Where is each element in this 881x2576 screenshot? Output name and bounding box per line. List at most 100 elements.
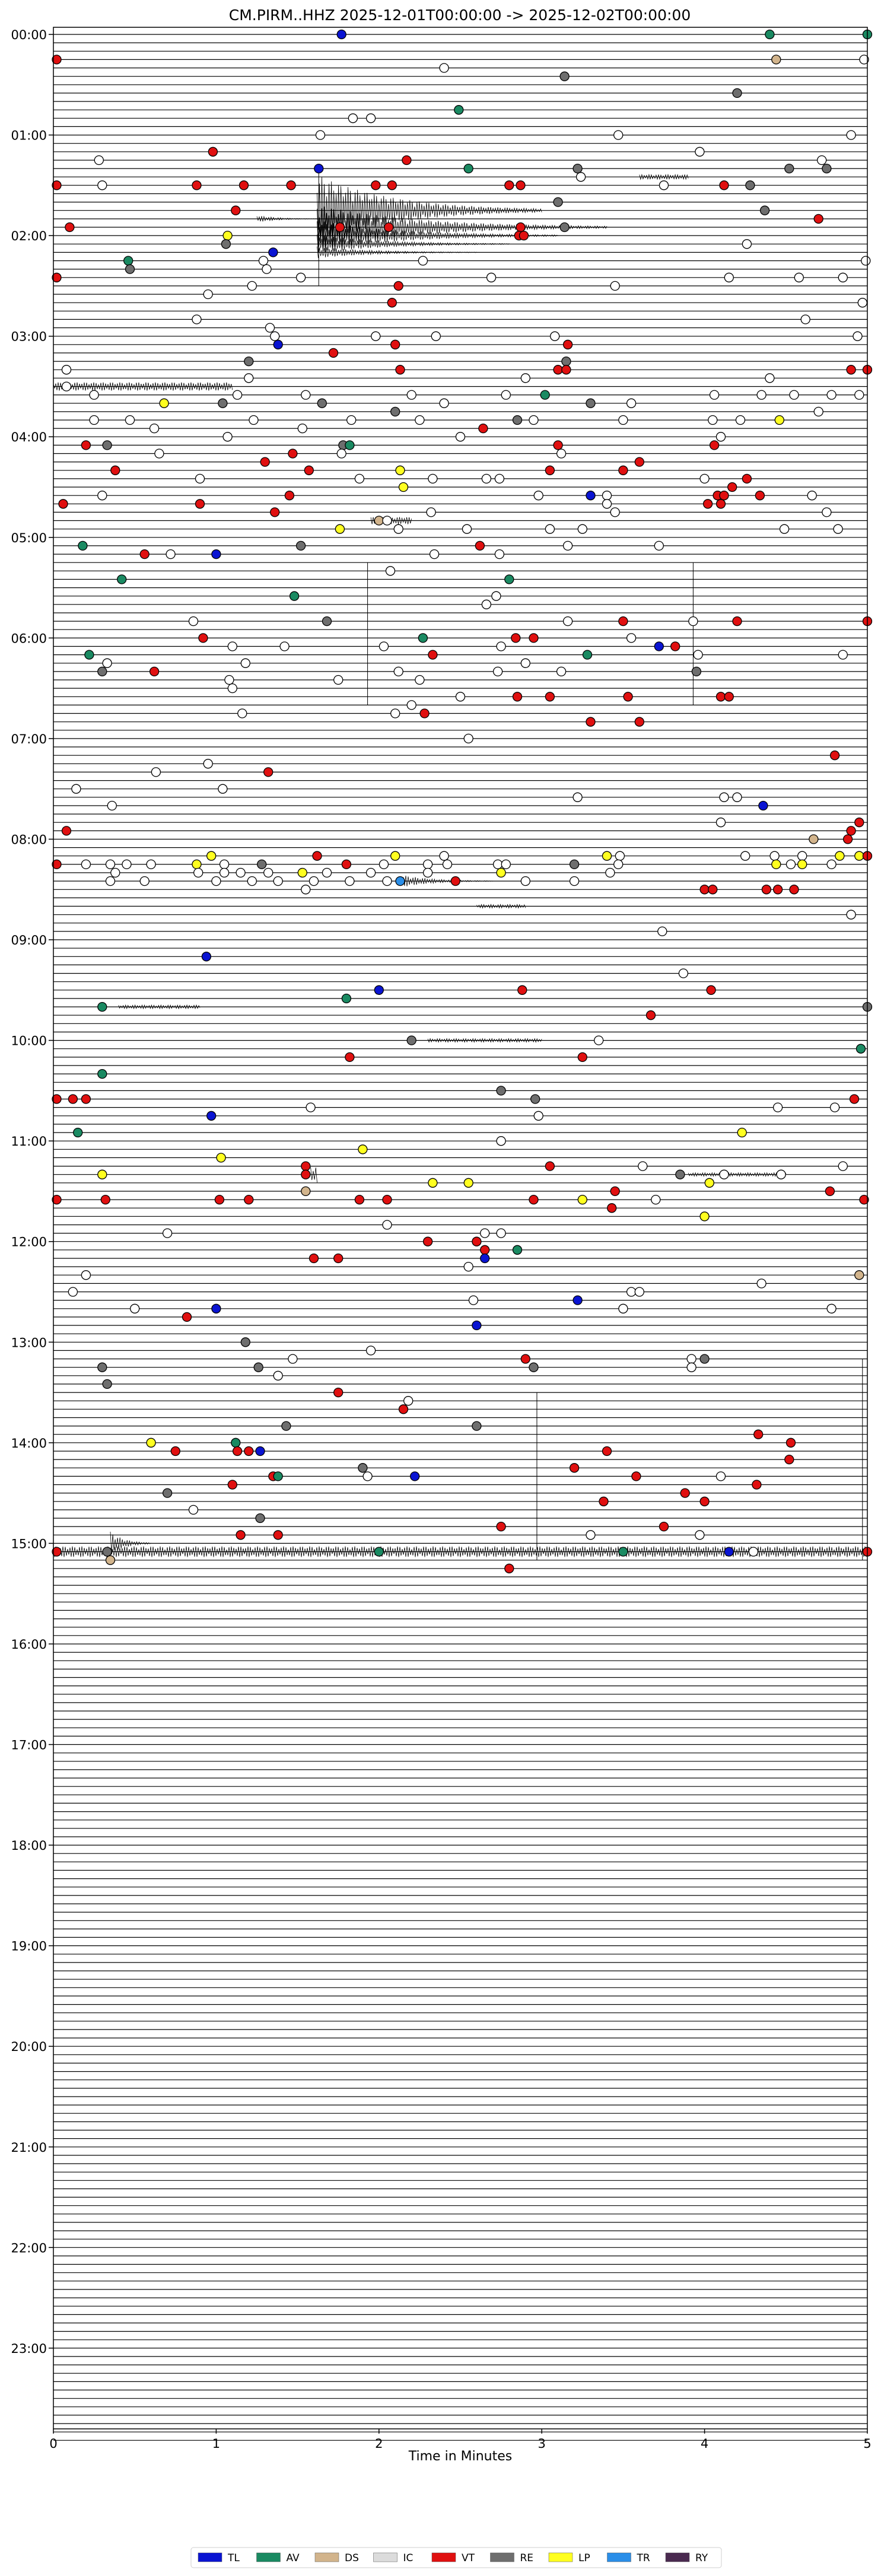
pick-ic (618, 1303, 628, 1314)
pick-tl (201, 952, 212, 962)
pick-ic (385, 566, 396, 576)
y-tick-label: 22:00 (11, 2241, 47, 2255)
pick-ic (236, 867, 246, 878)
pick-re (281, 1421, 291, 1431)
pick-ic (365, 1346, 376, 1356)
legend-box (190, 2547, 722, 2568)
pick-ic (315, 130, 326, 140)
pick-vt (227, 1480, 237, 1490)
pick-re (240, 1337, 250, 1347)
pick-ic (428, 473, 438, 484)
pick-vt (670, 641, 680, 651)
pick-vt (52, 1194, 62, 1205)
pick-ic (520, 658, 530, 668)
pick-re (559, 71, 570, 81)
pick-ic (415, 415, 425, 425)
pick-ic (626, 633, 637, 643)
pick-ic (686, 1362, 696, 1372)
pick-ic (822, 507, 832, 517)
pick-ic (288, 1354, 298, 1364)
pick-vt (52, 1094, 62, 1104)
y-tick-label: 23:00 (11, 2342, 47, 2356)
pick-ic (659, 180, 669, 190)
pick-re (295, 540, 306, 551)
pick-vt (708, 885, 718, 895)
pick-ic (105, 859, 116, 870)
pick-ic (693, 650, 703, 660)
pick-vt (545, 465, 555, 475)
pick-ic (838, 650, 848, 660)
pick-ic (491, 591, 501, 601)
pick-av (582, 650, 593, 660)
pick-ic (562, 616, 573, 626)
pick-av (117, 574, 127, 584)
pick-ic (575, 172, 586, 182)
pick-re (745, 180, 755, 190)
pick-re (675, 1169, 685, 1179)
pick-ic (520, 876, 530, 886)
pick-ic (379, 641, 389, 651)
pick-av (855, 1044, 866, 1054)
pick-vt (450, 876, 460, 886)
pick-vt (496, 1521, 506, 1532)
pick-re (472, 1421, 482, 1431)
pick-ic (695, 1530, 705, 1540)
pick-vt (516, 222, 526, 233)
pick-re (691, 666, 702, 677)
pick-ic (732, 792, 742, 802)
pick-ic (709, 390, 720, 400)
pick-vt (387, 298, 397, 308)
pick-ic (295, 272, 306, 282)
pick-ic (139, 876, 150, 886)
pick-lp (390, 851, 400, 861)
pick-ic (651, 1194, 661, 1205)
pick-ic (455, 692, 466, 702)
legend-swatch (198, 2552, 222, 2562)
pick-re (496, 1086, 506, 1096)
pick-ic (371, 331, 381, 341)
legend-label: IC (403, 2552, 414, 2564)
pick-vt (504, 1563, 514, 1573)
pick-ic (765, 373, 775, 383)
pick-ic (769, 851, 780, 861)
signal-burst (317, 177, 542, 243)
pick-vt (699, 885, 710, 895)
pick-ic (797, 851, 807, 861)
pick-vt (214, 1194, 225, 1205)
pick-vt (270, 507, 280, 517)
pick-ic (258, 256, 269, 266)
pick-vt (182, 1312, 192, 1322)
pick-lp (428, 1178, 438, 1188)
pick-re (553, 197, 563, 207)
legend-swatch (256, 2552, 281, 2562)
pick-ic (550, 331, 560, 341)
pick-ic (486, 272, 497, 282)
pick-ic (263, 867, 273, 878)
pick-ic (699, 473, 710, 484)
pick-ic (573, 792, 583, 802)
pick-lp (797, 859, 807, 870)
pick-ic (496, 641, 506, 651)
pick-ic (379, 859, 389, 870)
pick-ic (393, 524, 403, 534)
pick-ic (742, 239, 752, 249)
chart-title: CM.PIRM..HHZ 2025-12-01T00:00:00 -> 2025… (229, 7, 691, 24)
pick-re (699, 1354, 710, 1364)
pick-ic (708, 415, 718, 425)
pick-vt (232, 1446, 243, 1456)
pick-ic (586, 1530, 596, 1540)
y-tick-label: 05:00 (11, 531, 47, 545)
pick-ic (492, 666, 503, 677)
legend-label: TR (637, 2552, 650, 2564)
pick-ic (618, 415, 628, 425)
pick-vt (65, 222, 75, 233)
pick-lp (737, 1127, 747, 1138)
pick-ic (362, 1471, 373, 1481)
pick-re (390, 406, 400, 417)
y-tick-label: 04:00 (11, 430, 47, 444)
pick-vt (263, 767, 273, 777)
pick-ic (249, 415, 259, 425)
pick-ic (227, 683, 237, 694)
pick-lp (854, 851, 864, 861)
pick-ic (577, 524, 587, 534)
